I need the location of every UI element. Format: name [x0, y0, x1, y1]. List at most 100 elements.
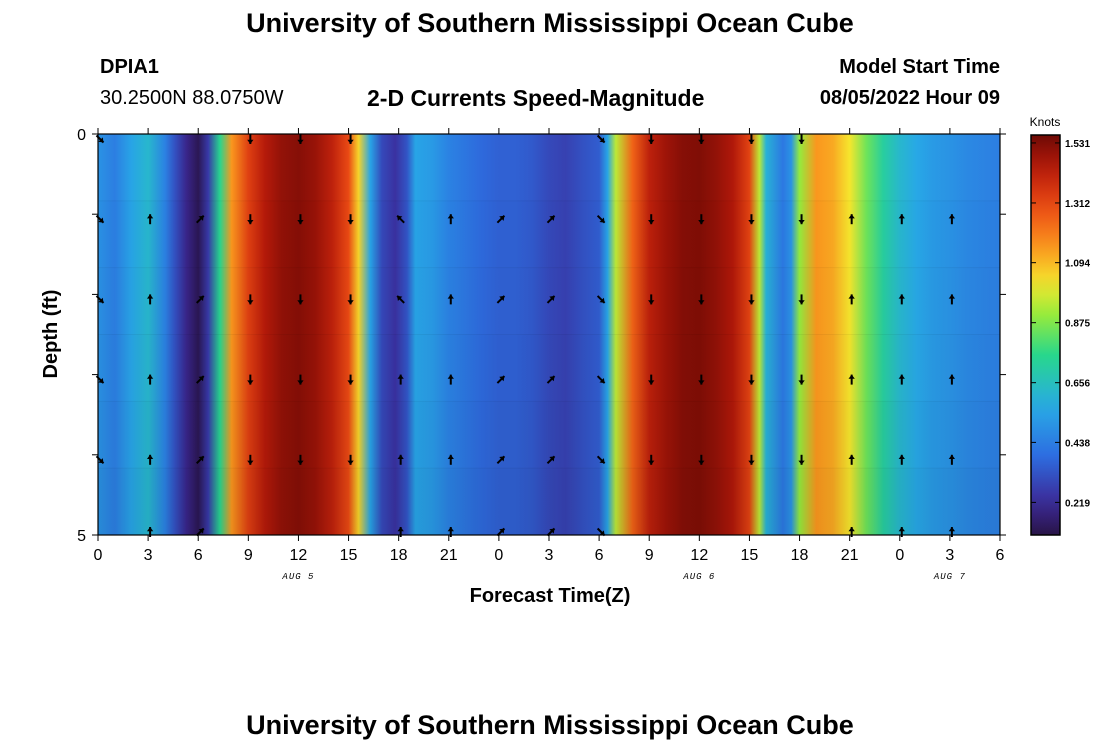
- current-vector-ne: [546, 214, 556, 224]
- heatmap-band: [98, 134, 1000, 202]
- current-vector-ne: [196, 214, 205, 224]
- vector-head: [948, 527, 956, 532]
- current-vector-s: [648, 294, 655, 305]
- current-vector-s: [247, 454, 254, 465]
- vector-head: [347, 220, 354, 225]
- vector-head: [347, 380, 354, 385]
- current-vector-se: [596, 295, 606, 304]
- current-vector-n: [146, 214, 154, 225]
- vector-head: [948, 374, 956, 379]
- vector-head: [798, 380, 805, 385]
- x-tick-label: 6: [595, 547, 604, 564]
- current-vector-n: [146, 374, 154, 385]
- x-tick-label: 18: [791, 547, 809, 564]
- vector-head: [698, 380, 705, 385]
- current-vector-se: [596, 527, 606, 537]
- vector-head: [748, 139, 755, 144]
- vector-head: [898, 527, 905, 532]
- vector-head: [898, 374, 905, 379]
- current-vector-ne: [196, 527, 205, 537]
- heatmap-band-shade: [98, 468, 1000, 536]
- current-vector-n: [898, 374, 905, 385]
- vector-head: [798, 460, 805, 465]
- y-tick-label: 0: [77, 127, 86, 144]
- vector-head: [198, 528, 204, 534]
- current-vector-ne: [546, 295, 556, 304]
- vector-head: [297, 139, 304, 144]
- current-vector-s: [798, 374, 805, 385]
- vector-head: [447, 527, 454, 532]
- vector-head: [347, 460, 354, 465]
- current-vector-s: [297, 134, 304, 144]
- current-vector-s: [648, 134, 655, 144]
- current-vector-n: [447, 214, 454, 225]
- vector-head: [748, 300, 755, 305]
- current-vector-n: [447, 454, 454, 465]
- current-vector-s: [297, 374, 304, 385]
- vector-head: [549, 528, 555, 534]
- colorbar-tick-label: 1.531: [1065, 139, 1090, 150]
- vector-head: [698, 300, 705, 305]
- vector-head: [499, 456, 505, 462]
- current-vector-se: [596, 214, 606, 224]
- x-tick-label: 9: [244, 547, 253, 564]
- vector-head: [146, 527, 154, 532]
- x-tick-label: 12: [290, 547, 308, 564]
- x-axis-label: Forecast Time(Z): [469, 585, 631, 607]
- current-vector-n: [948, 294, 956, 305]
- current-vector-nw: [396, 295, 405, 304]
- vector-head: [146, 374, 154, 379]
- current-vector-ne: [546, 375, 556, 384]
- colorbar-tick-label: 1.094: [1065, 259, 1090, 270]
- vector-head: [648, 220, 655, 225]
- current-vector-s: [748, 134, 755, 144]
- vector-head: [599, 297, 605, 303]
- current-vector-n: [848, 214, 855, 225]
- vector-head: [948, 294, 956, 299]
- vector-head: [198, 215, 204, 221]
- vector-head: [748, 220, 755, 225]
- vector-head: [599, 458, 605, 464]
- model-start-value: 08/05/2022 Hour 09: [819, 87, 1000, 109]
- heatmap-band-shade: [98, 134, 1000, 201]
- current-vector-n: [146, 454, 154, 465]
- current-vector-s: [247, 214, 254, 225]
- vector-head: [447, 214, 454, 219]
- vector-head: [98, 458, 104, 464]
- current-vector-s: [698, 454, 705, 465]
- vector-head: [648, 380, 655, 385]
- vector-head: [447, 374, 454, 379]
- vector-head: [848, 294, 855, 299]
- vector-head: [748, 380, 755, 385]
- vector-head: [397, 454, 404, 459]
- vector-head: [948, 454, 956, 459]
- vector-head: [198, 295, 204, 302]
- current-vector-n: [848, 294, 855, 305]
- colorbar-tick-label: 1.312: [1065, 199, 1090, 210]
- current-vector-ne: [496, 527, 506, 537]
- current-vector-ne: [496, 295, 506, 304]
- date-label: AUG 6: [682, 572, 715, 582]
- current-vector-s: [247, 294, 254, 305]
- current-vector-s: [798, 294, 805, 305]
- vector-head: [499, 215, 505, 221]
- x-tick-label: 21: [841, 547, 859, 564]
- heatmap-band-shade: [98, 201, 1000, 268]
- vector-head: [898, 454, 905, 459]
- vector-head: [198, 456, 204, 462]
- current-vector-ne: [196, 375, 205, 384]
- page-title: University of Southern Mississippi Ocean…: [246, 8, 854, 38]
- vector-head: [447, 294, 454, 299]
- vector-head: [798, 300, 805, 305]
- current-vector-n: [898, 214, 905, 225]
- vector-head: [549, 456, 555, 462]
- colorbar-unit-label: Knots: [1030, 115, 1061, 129]
- vector-head: [848, 454, 855, 459]
- vector-head: [698, 220, 705, 225]
- current-vector-n: [898, 294, 905, 305]
- current-vector-n: [948, 374, 956, 385]
- vector-head: [499, 376, 505, 382]
- current-vector-n: [948, 454, 956, 465]
- current-vector-ne: [196, 295, 205, 304]
- current-vector-se: [596, 134, 606, 144]
